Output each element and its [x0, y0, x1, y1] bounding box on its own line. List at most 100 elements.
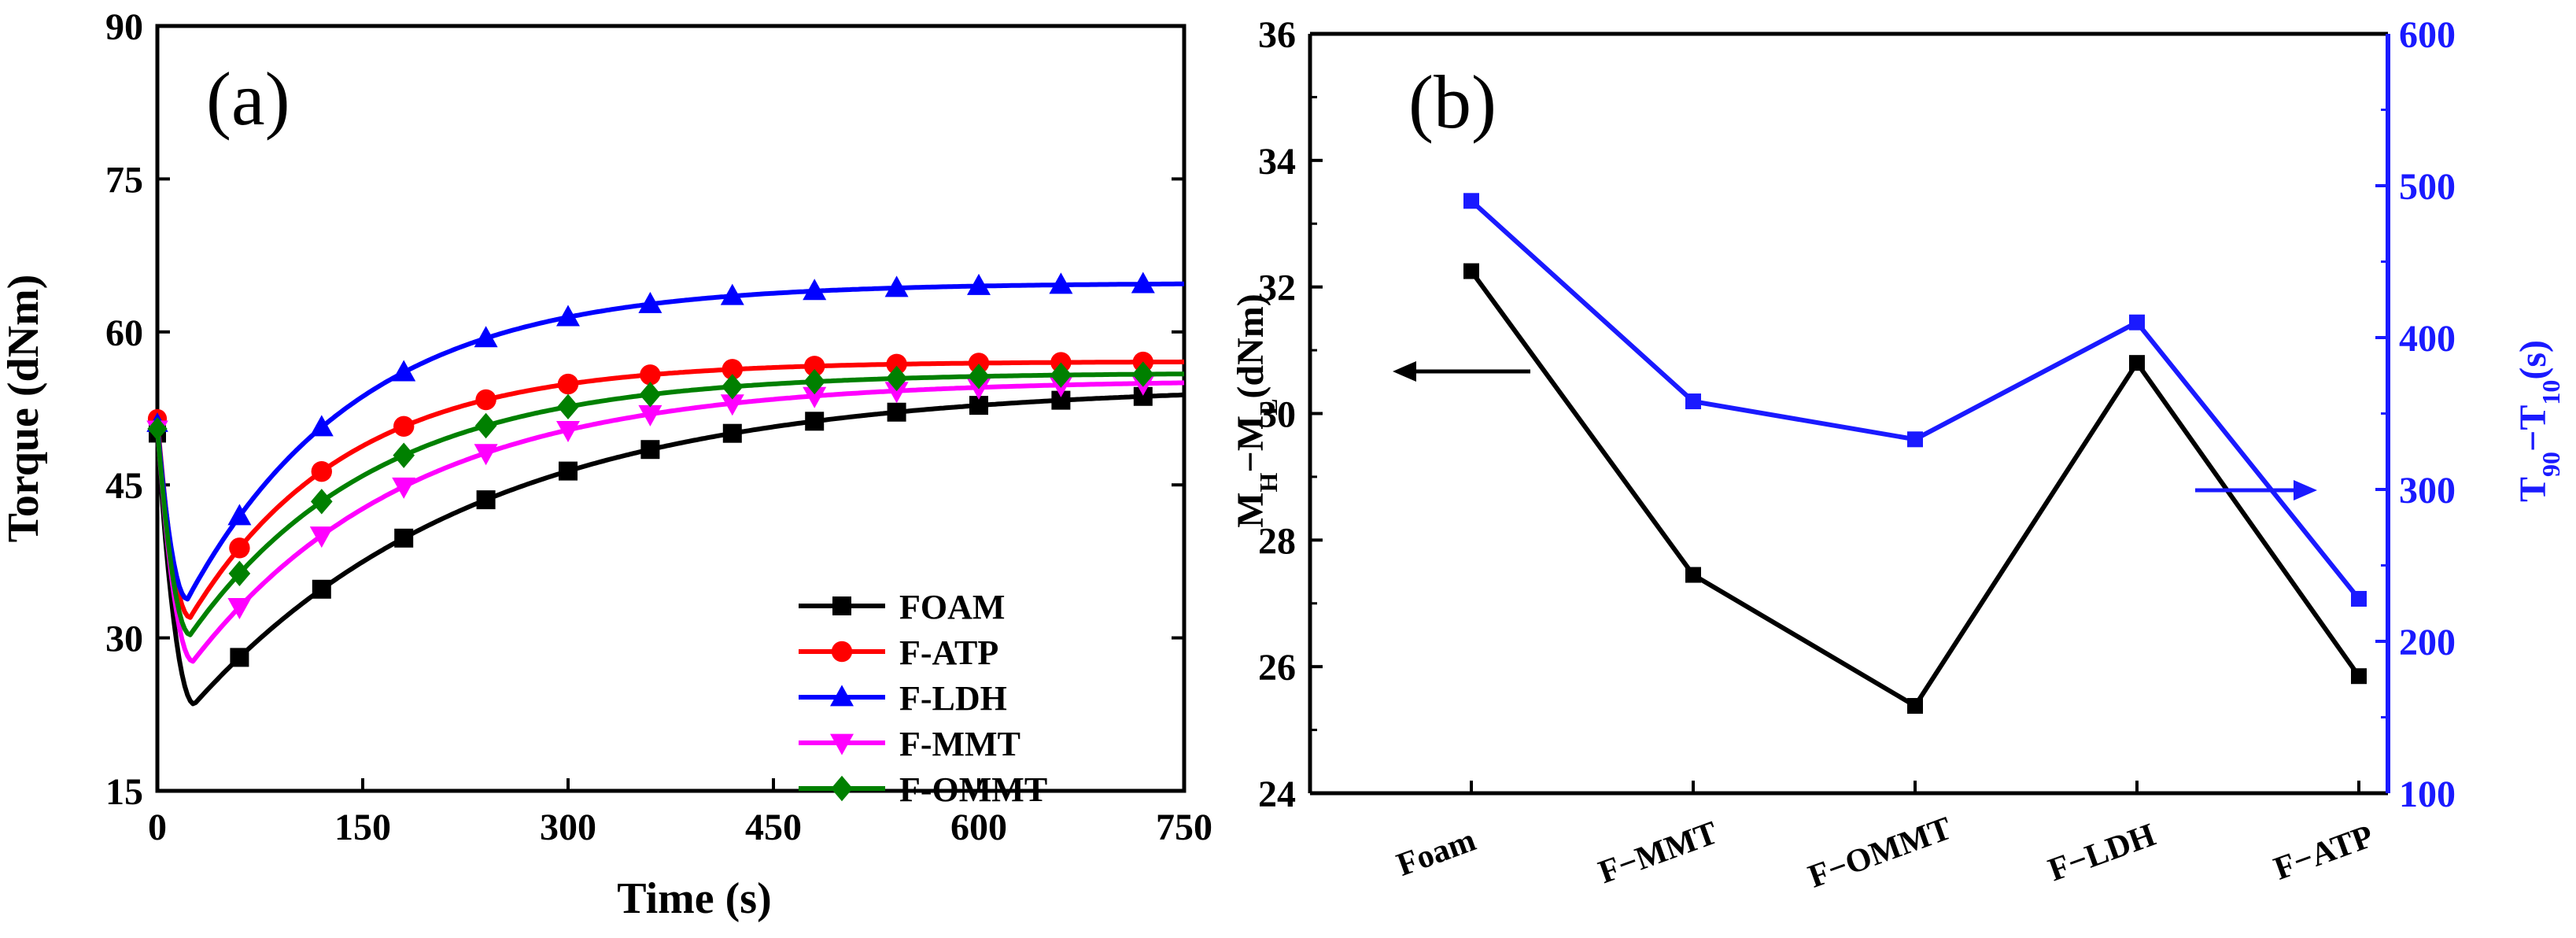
chart-b-right-tick-label: 600: [2399, 14, 2456, 56]
chart-b-series-left: [1463, 263, 2367, 715]
chart-a-point: [311, 460, 332, 482]
chart-b-left-tick-label: 36: [1258, 14, 1296, 56]
chart-a-line-f-mmt: [155, 380, 1185, 664]
chart-a-legend-marker: [830, 733, 854, 755]
chart-b-right-tick-label: 400: [2399, 318, 2456, 360]
chart-b-point: [2351, 590, 2367, 607]
chart-a-legend-marker: [831, 775, 853, 802]
chart-a-point: [475, 389, 496, 411]
chart-b-point: [2129, 314, 2145, 331]
chart-b-point: [1463, 193, 1479, 209]
chart-a-point: [309, 415, 334, 437]
chart-a-point: [884, 275, 909, 297]
chart-a-y-tick-label: 75: [105, 159, 143, 201]
chart-a-point: [227, 504, 252, 526]
chart-b-point: [1685, 567, 1701, 583]
chart-a-legend: FOAM F-ATP F-LDH F-MMT F-OMMT: [799, 588, 1047, 809]
chart-a-point: [803, 279, 827, 301]
chart-a-point: [720, 283, 744, 305]
chart-b-point: [2129, 355, 2145, 371]
chart-a-y-tick-label: 45: [105, 465, 143, 507]
chart-b-left-axis-label-text: MH−ML(dNm): [1230, 294, 1282, 528]
chart-a-point: [639, 382, 662, 408]
chart-a-point: [394, 528, 414, 548]
chart-a-point: [722, 423, 742, 443]
chart-a-legend-label: FOAM: [899, 588, 1005, 626]
chart-b-point: [1907, 698, 1923, 715]
chart-b-point: [1463, 263, 1479, 279]
chart-a-ticks: 0 150 300 450 600 750 15 30 45 60 75 90: [105, 6, 1212, 848]
chart-a-panel: 0 150 300 450 600 750 15 30 45 60 75 90 (a) Time (s…: [0, 6, 1212, 923]
chart-a-y-tick-label: 15: [105, 771, 143, 813]
chart-a-point: [311, 489, 333, 515]
chart-a-x-tick-label: 450: [745, 807, 802, 848]
chart-a-point: [147, 417, 168, 441]
chart-a-y-tick-label: 60: [105, 312, 143, 354]
chart-a-line-foam: [155, 392, 1185, 707]
chart-a-x-tick-label: 0: [148, 807, 167, 848]
chart-a-point: [720, 394, 744, 416]
chart-a-series-foam: [149, 386, 1185, 707]
chart-a-legend-marker: [831, 641, 853, 663]
chart-b-point: [1685, 393, 1701, 410]
chart-a-legend-marker: [832, 596, 851, 615]
chart-b-x-tick-label: F−OMMT: [1804, 811, 1957, 896]
chart-a-point: [886, 353, 907, 375]
chart-a-x-axis-label: Time (s): [617, 874, 772, 923]
chart-a-point: [227, 598, 252, 620]
chart-a-legend-label: F-MMT: [899, 725, 1020, 763]
chart-a-y-axis-label: Torque (dNm): [0, 275, 48, 543]
chart-a-point: [1131, 271, 1155, 294]
chart-a-point: [722, 374, 744, 400]
chart-a-point: [474, 444, 498, 466]
chart-a-point: [476, 490, 496, 510]
chart-a-point: [309, 526, 334, 548]
chart-a-y-tick-label: 90: [105, 6, 143, 48]
chart-b-point: [2351, 668, 2367, 685]
chart-a-point: [559, 461, 578, 481]
chart-b-left-tick-label: 26: [1258, 647, 1296, 689]
chart-a-point: [805, 412, 825, 431]
chart-b-series: [1463, 193, 2367, 715]
chart-a-point: [1049, 272, 1073, 294]
chart-b-series-right: [1463, 193, 2367, 607]
chart-a-point: [638, 404, 662, 427]
chart-a-point: [474, 326, 498, 348]
chart-b-left-tick-label: 30: [1258, 394, 1296, 436]
chart-a-point: [392, 360, 416, 382]
chart-b-left-tick-label: 32: [1258, 268, 1296, 309]
chart-a-point: [1132, 361, 1154, 387]
chart-b-right-axis-label: T90−T10(s): [2512, 340, 2565, 502]
chart-a-series-f-ldh: [146, 271, 1184, 602]
chart-a-point: [887, 402, 906, 422]
chart-b-right-tick-label: 200: [2399, 622, 2456, 663]
chart-a-point: [556, 305, 580, 327]
chart-b-point: [1907, 431, 1923, 448]
chart-a-point: [884, 382, 909, 404]
chart-a-plot-frame: [155, 24, 1187, 793]
chart-a-series: [146, 271, 1185, 707]
chart-a-legend-label: F-LDH: [899, 679, 1007, 718]
chart-a-point: [393, 415, 415, 438]
chart-a-point: [885, 365, 908, 392]
chart-a-point: [230, 648, 249, 667]
chart-b-right-tick-label: 100: [2399, 774, 2456, 815]
chart-a-legend-item: FOAM: [799, 588, 1005, 626]
chart-a-point: [803, 368, 825, 395]
chart-a-point: [474, 412, 497, 439]
chart-a-point: [392, 477, 416, 499]
chart-a-point: [228, 560, 251, 587]
chart-a-x-tick-label: 750: [1156, 807, 1212, 848]
chart-b-panel-label: (b): [1408, 60, 1497, 144]
chart-b-arrows: [1393, 361, 2317, 500]
chart-a-point: [803, 356, 825, 377]
chart-a-x-tick-label: 300: [540, 807, 596, 848]
chart-b-x-tick-label: Foam: [1392, 822, 1480, 884]
chart-a-point: [722, 359, 743, 380]
chart-a-point: [557, 373, 579, 395]
chart-b-arrowhead-right: [2294, 480, 2317, 500]
chart-a-point: [640, 364, 661, 386]
chart-b-left-tick-label: 34: [1258, 141, 1296, 183]
chart-b-left-tick-label: 24: [1258, 774, 1296, 815]
